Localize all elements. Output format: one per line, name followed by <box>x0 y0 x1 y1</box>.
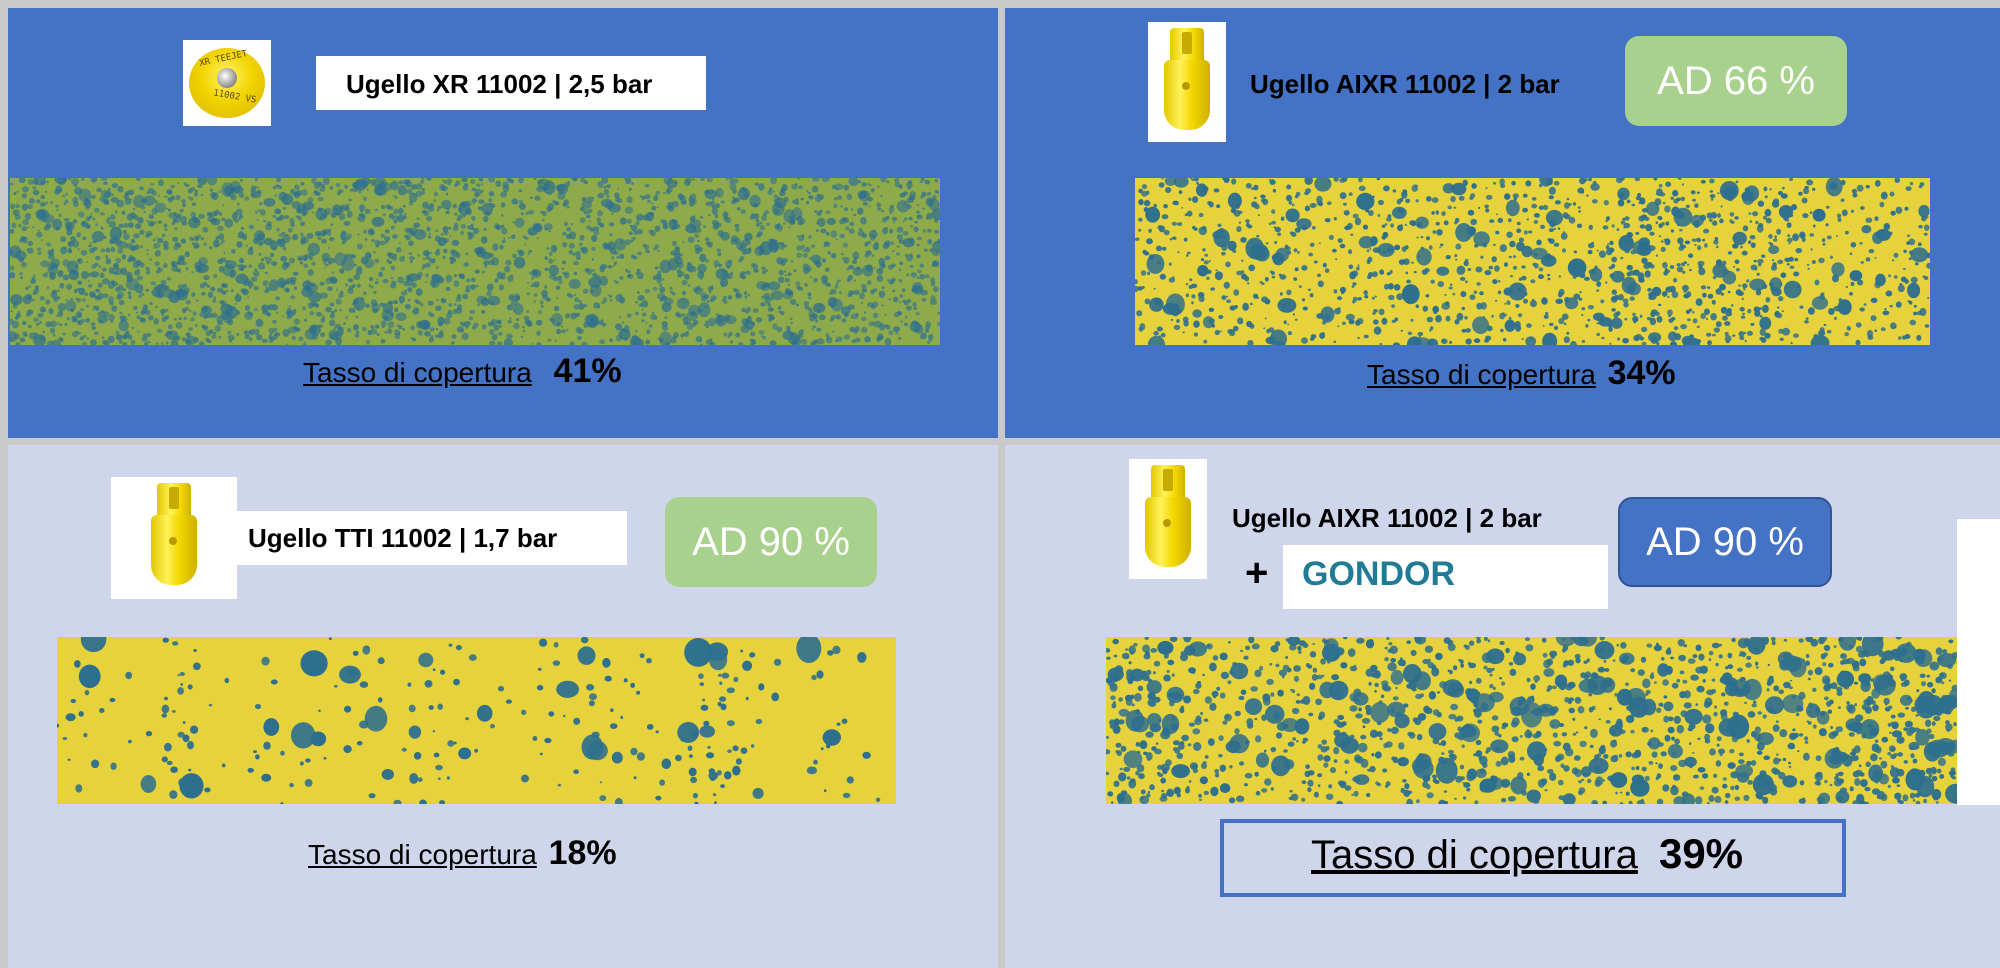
nozzle-label: Ugello AIXR 11002 | 2 bar <box>1232 503 1542 533</box>
coverage-rate: Tasso di copertura 41% <box>303 352 622 391</box>
coverage-label: Tasso di copertura <box>1367 359 1596 390</box>
panel-aixr-gondor: Ugello AIXR 11002 | 2 bar + GONDOR AD 90… <box>1005 445 2000 968</box>
coverage-frame <box>1220 819 1846 897</box>
coverage-rate: Tasso di copertura 39% <box>1311 830 1743 878</box>
spray-card-tti <box>57 637 896 804</box>
plus-sign: + <box>1245 551 1269 595</box>
nozzle-label-box <box>316 56 706 110</box>
nozzle-label-box <box>237 511 627 565</box>
coverage-value: 18% <box>548 834 617 872</box>
coverage-value: 34% <box>1607 354 1676 392</box>
coverage-rate: Tasso di copertura 34% <box>1367 354 1676 393</box>
additive-name: GONDOR <box>1302 555 1455 593</box>
aixr-nozzle-image <box>1129 459 1207 579</box>
additive-box <box>1283 545 1608 609</box>
panel-xr-nozzle: XR TEEJET 11002 VS Ugello XR 11002 | 2,5… <box>8 8 998 438</box>
edge-image-fragment <box>1957 519 2000 805</box>
tti-nozzle-image <box>111 477 237 599</box>
nozzle-label: Ugello AIXR 11002 | 2 bar <box>1250 69 1560 99</box>
spray-card-aixr-gondor <box>1106 637 1957 804</box>
coverage-value: 39% <box>1658 830 1744 877</box>
coverage-label: Tasso di copertura <box>303 357 532 388</box>
ad-badge: AD 90 % <box>1618 497 1832 587</box>
xr-nozzle-image: XR TEEJET 11002 VS <box>183 40 271 126</box>
nozzle-label: Ugello XR 11002 | 2,5 bar <box>346 69 653 99</box>
panel-tti-nozzle: Ugello TTI 11002 | 1,7 bar AD 90 % Tasso… <box>8 445 998 968</box>
coverage-value: 41% <box>553 352 622 390</box>
coverage-label: Tasso di copertura <box>1311 833 1638 877</box>
spray-card-aixr <box>1135 178 1930 345</box>
ad-badge: AD 90 % <box>665 497 877 587</box>
ad-badge: AD 66 % <box>1625 36 1847 126</box>
nozzle-label: Ugello TTI 11002 | 1,7 bar <box>248 523 558 553</box>
aixr-nozzle-image <box>1148 22 1226 142</box>
coverage-rate: Tasso di copertura 18% <box>308 834 617 873</box>
panel-aixr-nozzle: Ugello AIXR 11002 | 2 bar AD 66 % Tasso … <box>1005 8 2000 438</box>
coverage-label: Tasso di copertura <box>308 839 537 870</box>
spray-card-xr <box>10 178 940 345</box>
